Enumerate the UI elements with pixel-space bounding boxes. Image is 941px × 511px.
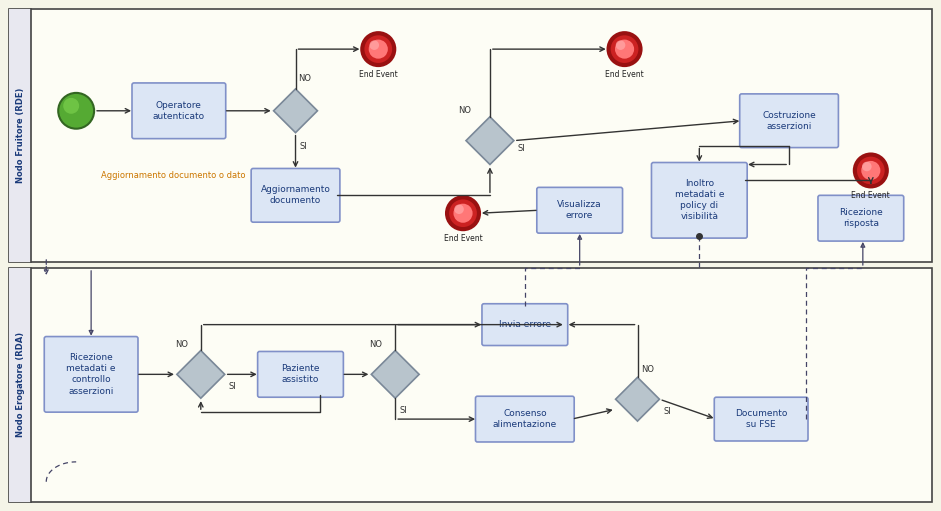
Text: End Event: End Event xyxy=(605,70,644,79)
FancyBboxPatch shape xyxy=(714,397,808,441)
FancyBboxPatch shape xyxy=(818,195,903,241)
Text: End Event: End Event xyxy=(359,70,398,79)
Text: Aggiornamento documento o dato: Aggiornamento documento o dato xyxy=(101,171,246,180)
Circle shape xyxy=(455,204,464,214)
FancyBboxPatch shape xyxy=(9,9,31,262)
Circle shape xyxy=(861,161,881,180)
Text: Aggiornamento
documento: Aggiornamento documento xyxy=(261,185,330,205)
FancyBboxPatch shape xyxy=(44,337,138,412)
FancyBboxPatch shape xyxy=(251,169,340,222)
Text: Paziente
assistito: Paziente assistito xyxy=(281,364,320,384)
Text: Nodo Erogatore (RDA): Nodo Erogatore (RDA) xyxy=(16,332,24,437)
FancyBboxPatch shape xyxy=(9,268,31,502)
Text: Ricezione
risposta: Ricezione risposta xyxy=(839,208,883,228)
Circle shape xyxy=(615,39,634,59)
FancyBboxPatch shape xyxy=(9,9,932,262)
Circle shape xyxy=(447,197,479,229)
Text: Consenso
alimentazione: Consenso alimentazione xyxy=(493,409,557,429)
Circle shape xyxy=(58,93,94,129)
Text: NO: NO xyxy=(369,340,382,349)
Text: End Event: End Event xyxy=(852,191,890,200)
FancyBboxPatch shape xyxy=(132,83,226,138)
FancyBboxPatch shape xyxy=(482,304,567,345)
Text: NO: NO xyxy=(175,340,188,349)
Text: NO: NO xyxy=(642,365,655,374)
Polygon shape xyxy=(372,351,419,398)
Text: SI: SI xyxy=(299,142,308,151)
FancyBboxPatch shape xyxy=(475,396,574,442)
Text: Documento
su FSE: Documento su FSE xyxy=(735,409,788,429)
Circle shape xyxy=(609,33,641,65)
Circle shape xyxy=(63,98,79,114)
Text: Operatore
autenticato: Operatore autenticato xyxy=(152,101,205,121)
Text: NO: NO xyxy=(458,106,471,115)
Text: Costruzione
asserzioni: Costruzione asserzioni xyxy=(762,111,816,131)
FancyBboxPatch shape xyxy=(258,352,343,397)
Text: Inoltro
metadati e
policy di
visibilità: Inoltro metadati e policy di visibilità xyxy=(675,179,724,221)
Text: NO: NO xyxy=(298,75,311,83)
FancyBboxPatch shape xyxy=(536,188,623,233)
Text: Ricezione
metadati e
controllo
asserzioni: Ricezione metadati e controllo asserzion… xyxy=(67,353,116,396)
Polygon shape xyxy=(274,89,317,133)
FancyBboxPatch shape xyxy=(740,94,838,148)
FancyBboxPatch shape xyxy=(651,162,747,238)
Text: Invia errore: Invia errore xyxy=(499,320,550,329)
Text: Visualizza
errore: Visualizza errore xyxy=(557,200,602,220)
Text: SI: SI xyxy=(399,406,407,414)
Circle shape xyxy=(362,33,394,65)
Circle shape xyxy=(370,40,379,50)
Text: End Event: End Event xyxy=(443,234,483,243)
Polygon shape xyxy=(615,377,660,421)
FancyBboxPatch shape xyxy=(9,268,932,502)
Text: SI: SI xyxy=(518,144,526,153)
Circle shape xyxy=(369,39,388,59)
Circle shape xyxy=(615,40,626,50)
Text: Nodo Fruitore (RDE): Nodo Fruitore (RDE) xyxy=(16,88,24,183)
Text: SI: SI xyxy=(229,382,236,391)
Circle shape xyxy=(454,204,472,223)
Polygon shape xyxy=(177,351,225,398)
Polygon shape xyxy=(466,117,514,165)
Text: SI: SI xyxy=(663,407,671,415)
Circle shape xyxy=(854,154,886,187)
Circle shape xyxy=(862,161,871,171)
